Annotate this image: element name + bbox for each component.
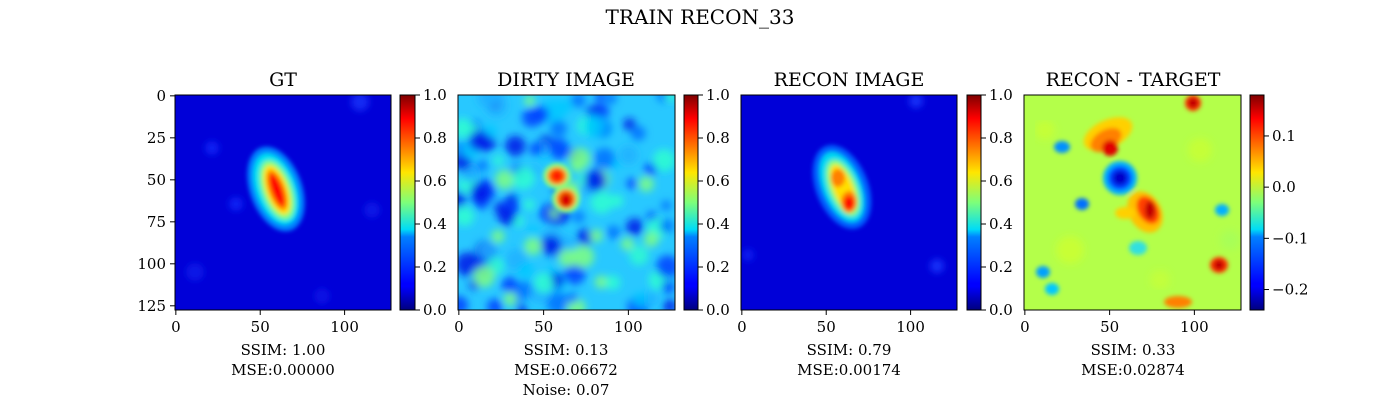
colorbar-tick-label: −0.2 [1272, 281, 1308, 299]
colorbar-tick-label: 1.0 [706, 86, 730, 104]
panel-recon-colorbar [966, 94, 982, 311]
x-tick-label: 50 [251, 318, 270, 336]
panel-diff-axes: 0 50 100 [1020, 310, 1209, 336]
panel-diff-title: RECON - TARGET [1046, 69, 1221, 91]
panel-recon-metrics: SSIM: 0.79 MSE:0.00174 [797, 341, 901, 379]
metric-line: SSIM: 0.79 [807, 341, 892, 359]
colorbar-tick-label: 0.6 [423, 172, 447, 190]
colorbar-tick-label: 0.2 [423, 258, 447, 276]
colorbar-tick-label: 0.0 [706, 301, 730, 319]
metric-line: SSIM: 0.13 [524, 341, 609, 359]
y-tick-label: 0 [156, 87, 166, 105]
x-tick-label: 0 [171, 318, 181, 336]
panel-dirty-metrics: SSIM: 0.13 MSE:0.06672 Noise: 0.07 [514, 341, 618, 399]
metric-line: SSIM: 1.00 [241, 341, 326, 359]
panel-diff-colorbar [1249, 94, 1265, 311]
colorbar-tick-label: 0.0 [1272, 178, 1296, 196]
x-tick-label: 100 [330, 318, 359, 336]
x-tick-label: 0 [737, 318, 747, 336]
y-tick-label: 75 [147, 213, 166, 231]
panel-dirty: DIRTY IMAGE 0 50 100 0.0 0.2 0.4 0.6 0.8 1.0 SS… [454, 69, 730, 399]
figure-title: TRAIN RECON_33 [605, 5, 795, 29]
colorbar-tick-label: 0.4 [423, 215, 447, 233]
x-tick-label: 100 [896, 318, 925, 336]
colorbar-tick-label: 0.4 [706, 215, 730, 233]
x-tick-label: 50 [1100, 318, 1119, 336]
panel-recon-colorbar-ticks: 0.0 0.2 0.4 0.6 0.8 1.0 [981, 86, 1013, 319]
panel-dirty-heatmap [458, 95, 675, 310]
panel-gt-title: GT [269, 69, 297, 91]
metric-line: MSE:0.00174 [797, 361, 901, 379]
panel-recon-heatmap [741, 95, 957, 310]
colorbar-tick-label: 0.2 [706, 258, 730, 276]
y-tick-label: 125 [137, 297, 166, 315]
panel-dirty-colorbar [683, 94, 699, 311]
metric-line: MSE:0.00000 [231, 361, 335, 379]
colorbar-tick-label: 1.0 [423, 86, 447, 104]
panel-gt: GT [137, 69, 447, 379]
panel-recon-title: RECON IMAGE [774, 69, 925, 91]
panel-diff-heatmap [1024, 95, 1241, 310]
panel-gt-axes: 0 50 100 0 25 50 75 100 125 [137, 87, 359, 336]
panel-gt-heatmap [175, 95, 391, 310]
colorbar-tick-label: 0.6 [989, 172, 1013, 190]
panel-recon-axes: 0 50 100 [737, 310, 925, 336]
metric-line: SSIM: 0.33 [1091, 341, 1176, 359]
colorbar-tick-label: −0.1 [1272, 229, 1308, 247]
panel-gt-colorbar-ticks: 0.0 0.2 0.4 0.6 0.8 1.0 [415, 86, 447, 319]
panel-diff: RECON - TARGET [1020, 69, 1308, 379]
x-tick-label: 0 [454, 318, 464, 336]
colorbar-tick-label: 0.4 [989, 215, 1013, 233]
y-tick-label: 50 [147, 171, 166, 189]
colorbar-tick-label: 0.2 [989, 258, 1013, 276]
x-tick-label: 50 [817, 318, 836, 336]
panel-dirty-title: DIRTY IMAGE [497, 69, 635, 91]
colorbar-tick-label: 0.8 [423, 129, 447, 147]
colorbar-tick-label: 0.0 [989, 301, 1013, 319]
y-tick-label: 100 [137, 255, 166, 273]
y-tick-label: 25 [147, 129, 166, 147]
metric-line: MSE:0.02874 [1081, 361, 1185, 379]
x-tick-label: 100 [1180, 318, 1209, 336]
panel-diff-metrics: SSIM: 0.33 MSE:0.02874 [1081, 341, 1185, 379]
x-tick-label: 100 [614, 318, 643, 336]
panel-diff-colorbar-ticks: −0.2 −0.1 0.0 0.1 [1264, 127, 1308, 299]
metric-line: MSE:0.06672 [514, 361, 618, 379]
colorbar-tick-label: 0.1 [1272, 127, 1296, 145]
panel-recon: RECON IMAGE 0 50 100 [737, 69, 1013, 379]
x-tick-label: 0 [1020, 318, 1030, 336]
colorbar-tick-label: 1.0 [989, 86, 1013, 104]
colorbar-tick-label: 0.0 [423, 301, 447, 319]
panel-gt-metrics: SSIM: 1.00 MSE:0.00000 [231, 341, 335, 379]
colorbar-tick-label: 0.8 [706, 129, 730, 147]
panel-dirty-axes: 0 50 100 [454, 310, 643, 336]
x-tick-label: 50 [534, 318, 553, 336]
colorbar-tick-label: 0.8 [989, 129, 1013, 147]
metric-line: Noise: 0.07 [523, 381, 610, 399]
panel-dirty-colorbar-ticks: 0.0 0.2 0.4 0.6 0.8 1.0 [698, 86, 730, 319]
panel-gt-colorbar [399, 94, 416, 311]
colorbar-tick-label: 0.6 [706, 172, 730, 190]
